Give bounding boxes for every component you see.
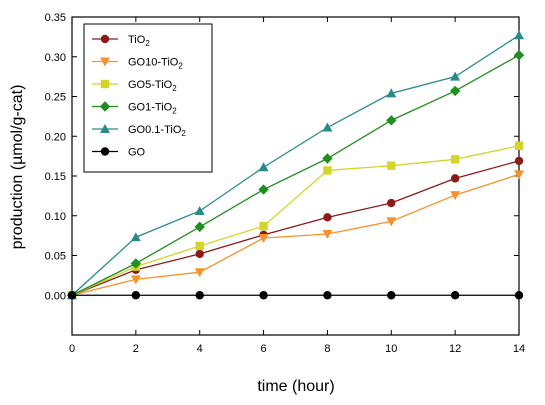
data-point <box>514 291 524 300</box>
y-tick-label: 0.05 <box>45 251 66 263</box>
series-line <box>71 160 520 296</box>
data-point <box>258 162 269 172</box>
data-point <box>514 141 524 150</box>
plot-area: 0.00 0.05 0.10 0.15 0.20 0.25 0.30 0.35 0 2 4 6 8 10 1… <box>45 12 526 355</box>
data-point <box>386 217 397 227</box>
y-tick-label: 0.10 <box>45 211 66 223</box>
y-tick-label: 0.15 <box>45 171 66 183</box>
y-tick-label: 0.30 <box>45 52 66 64</box>
data-point <box>258 184 269 195</box>
data-point <box>323 166 332 175</box>
data-point <box>195 291 204 300</box>
data-point <box>387 291 396 300</box>
series-line <box>71 173 520 296</box>
legend-label: TiO2 <box>128 34 150 48</box>
y-tick-label: 0.00 <box>45 290 66 302</box>
data-point <box>323 291 332 300</box>
legend: TiO2 GO10-TiO2 GO5-TiO2 GO1-TiO2 GO0.1-TiO2 G… <box>83 23 213 173</box>
data-point <box>130 232 141 242</box>
x-tick-label: 4 <box>197 343 203 355</box>
series-line <box>71 145 520 296</box>
x-tick-label: 8 <box>324 343 330 355</box>
data-point <box>514 156 524 166</box>
legend-marker <box>100 57 110 67</box>
series-3 <box>66 49 525 301</box>
legend-entry: TiO2 <box>92 34 150 48</box>
data-point <box>322 153 333 164</box>
data-point <box>130 275 141 285</box>
legend-marker <box>100 79 110 89</box>
data-point <box>259 291 268 300</box>
legend-entry: GO10-TiO2 <box>92 57 183 71</box>
legend-entry: GO0.1-TiO2 <box>92 124 186 138</box>
x-axis-title: time (hour) <box>257 378 334 395</box>
data-point <box>259 221 268 231</box>
series-line <box>71 34 520 296</box>
x-tick-label: 14 <box>513 343 525 355</box>
data-point <box>450 155 460 164</box>
data-point <box>387 198 396 208</box>
series-5 <box>67 291 524 300</box>
legend-label: GO5-TiO2 <box>128 79 177 93</box>
data-point <box>514 30 524 40</box>
data-point <box>194 268 205 278</box>
data-point <box>514 170 524 180</box>
x-tick-label: 2 <box>133 343 139 355</box>
legend-marker <box>100 147 110 156</box>
legend-marker <box>99 101 111 112</box>
legend-marker <box>100 34 110 44</box>
data-point <box>450 291 460 300</box>
x-tick-label: 0 <box>69 343 75 355</box>
x-tick-label: 10 <box>385 343 397 355</box>
series-1 <box>67 170 524 301</box>
data-point <box>322 230 333 240</box>
data-point <box>195 241 204 251</box>
legend-entry: GO1-TiO2 <box>92 101 177 116</box>
data-point <box>386 115 397 126</box>
data-point <box>130 258 142 269</box>
data-point <box>194 221 205 233</box>
data-point <box>258 234 269 244</box>
series-line <box>71 54 520 296</box>
legend-label: GO <box>128 147 146 159</box>
y-axis-title: production (µmol/g-cat) <box>9 85 26 250</box>
y-tick-label: 0.35 <box>45 12 66 24</box>
data-point <box>195 249 204 259</box>
legend-label: GO10-TiO2 <box>128 57 183 71</box>
data-point <box>450 174 460 183</box>
legend-entry: GO5-TiO2 <box>92 79 177 93</box>
y-tick-label: 0.25 <box>45 92 66 104</box>
legend-label: GO1-TiO2 <box>128 102 177 116</box>
legend-entry: GO <box>92 147 146 159</box>
data-point <box>322 122 333 132</box>
legend-marker <box>100 124 110 133</box>
data-point <box>386 88 397 98</box>
data-point <box>194 205 205 215</box>
x-tick-label: 12 <box>449 343 461 355</box>
y-tick-label: 0.20 <box>45 131 66 143</box>
x-tick-label: 6 <box>261 343 267 355</box>
data-point <box>513 49 525 61</box>
data-point <box>450 191 461 201</box>
data-point <box>67 291 77 300</box>
data-point <box>449 85 461 97</box>
legend-label: GO0.1-TiO2 <box>128 124 186 138</box>
data-point <box>450 71 461 81</box>
data-point <box>323 213 332 222</box>
data-point <box>131 291 141 300</box>
data-point <box>387 161 396 170</box>
